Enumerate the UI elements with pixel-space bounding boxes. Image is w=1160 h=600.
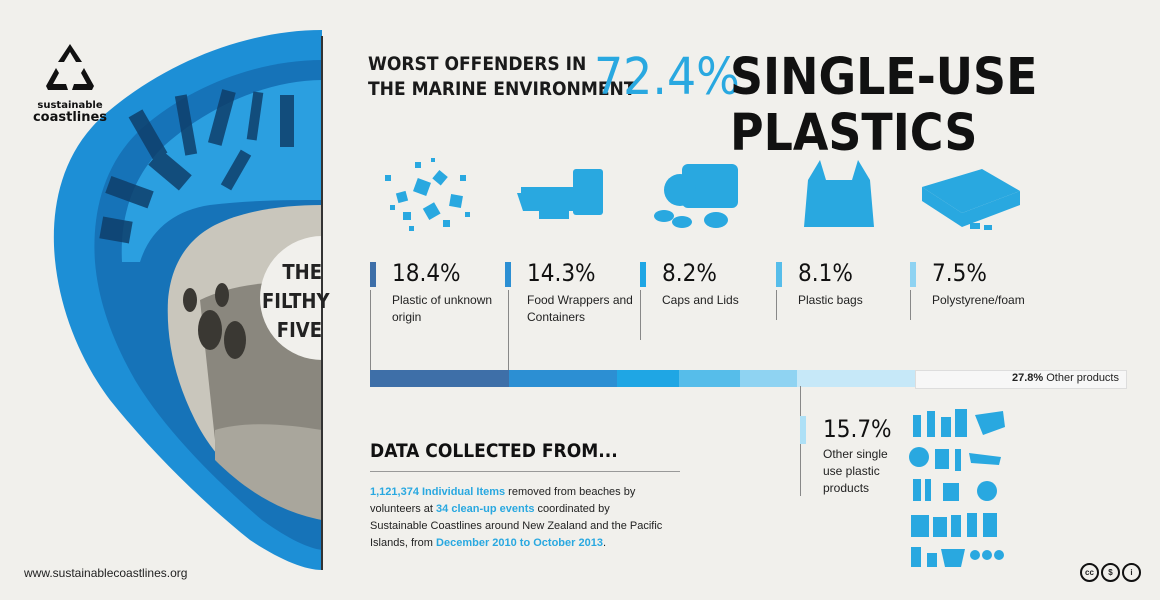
other-single-use-label: Other single use plastic products [823, 447, 888, 495]
items-count: 1,121,374 Individual Items [370, 486, 506, 498]
category-label: Food Wrappers and Containers [527, 293, 633, 324]
connector-1 [370, 290, 371, 370]
header-subtitle-line2: THE MARINE ENVIRONMENT [368, 78, 636, 100]
cc-icon: cc [1080, 563, 1099, 582]
brand-logo: sustainable coastlines [30, 40, 110, 124]
connector-4 [776, 290, 777, 320]
stack-segment-4 [678, 370, 740, 387]
category-color-bar [776, 262, 782, 287]
stacked-share-bar: 27.8% Other products [370, 370, 1127, 389]
events-count: 34 clean-up events [436, 503, 535, 515]
category-color-bar [505, 262, 511, 287]
text-part-2: coordinated by Sustainable Coastlines ar… [370, 503, 663, 549]
recycle-wave-icon [46, 44, 94, 90]
vertical-divider [321, 36, 323, 570]
caps-lids-icon [654, 164, 738, 228]
text-part-1: removed from beaches by volunteers at [370, 486, 636, 515]
other-products-label: 27.8% Other products [1012, 371, 1119, 386]
category-label: Plastic of unknown origin [392, 293, 493, 324]
brand-name-line1: sustainable [37, 100, 103, 111]
other-products-text: Other products [1046, 372, 1119, 384]
connector-3 [640, 290, 641, 340]
stack-segment-2 [508, 370, 617, 387]
stack-segment-1 [370, 370, 509, 387]
header-title: SINGLE-USE PLASTICS [730, 48, 1038, 163]
header-percent: 72.4% [594, 48, 740, 107]
stack-segment-6 [796, 370, 916, 387]
other-plastic-products-icon [909, 409, 1005, 567]
noncommercial-icon: $ [1101, 563, 1120, 582]
data-collected-rule [370, 471, 680, 472]
other-single-use-color-bar [800, 416, 806, 444]
category-label: Caps and Lids [662, 293, 739, 307]
filthy-line2: FILTHY [262, 289, 330, 313]
connector-5 [910, 290, 911, 320]
date-range: December 2010 to October 2013 [436, 537, 603, 549]
header-subtitle-line1: WORST OFFENDERS IN [368, 53, 587, 75]
left-illustration [0, 0, 322, 600]
plastic-fragments-icon [385, 158, 470, 231]
header-subtitle: WORST OFFENDERS IN THE MARINE ENVIRONMEN… [368, 52, 636, 102]
polystyrene-icon [922, 169, 1020, 230]
plastic-bag-icon [804, 160, 874, 227]
text-part-3: . [602, 537, 607, 549]
data-collected-title: DATA COLLECTED FROM... [370, 440, 618, 462]
filthy-five-label: THE FILTHY FIVE [262, 258, 330, 345]
other-products-value: 27.8% [1011, 372, 1044, 384]
category-value: 14.3% [527, 259, 596, 287]
category-value: 7.5% [932, 259, 987, 287]
category-value: 8.2% [662, 259, 717, 287]
other-single-use-value: 15.7% [823, 415, 892, 443]
stack-segment-7 [915, 370, 1127, 389]
filthy-line1: THE [282, 260, 322, 284]
category-color-bar [370, 262, 376, 287]
filthy-line3: FIVE [276, 318, 322, 342]
category-label: Plastic bags [798, 293, 863, 307]
creative-commons-license: cc $ i [1078, 562, 1141, 582]
brand-name-line2: coastlines [32, 110, 108, 125]
category-value: 18.4% [392, 259, 461, 287]
food-container-icon [517, 169, 603, 219]
category-label: Polystyrene/foam [932, 293, 1025, 307]
category-color-bar [640, 262, 646, 287]
attribution-icon: i [1122, 563, 1141, 582]
website-url[interactable]: www.sustainablecoastlines.org [24, 566, 188, 580]
connector-2 [508, 290, 509, 370]
stack-segment-3 [616, 370, 679, 387]
category-color-bar [910, 262, 916, 287]
stack-segment-5 [739, 370, 797, 387]
data-collected-text: 1,121,374 Individual Items removed from … [370, 484, 670, 552]
category-value: 8.1% [798, 259, 853, 287]
